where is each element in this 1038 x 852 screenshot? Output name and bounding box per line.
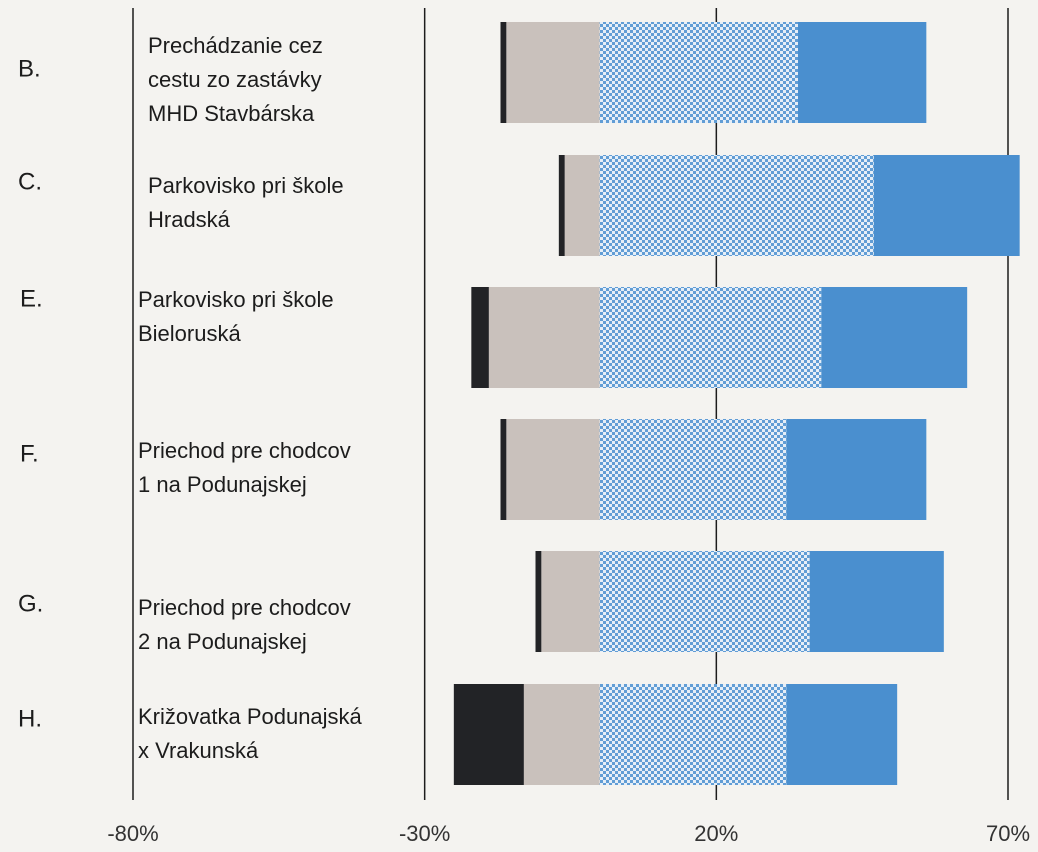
bar-segment xyxy=(564,155,600,256)
bar-segment xyxy=(500,419,507,520)
bar-segment xyxy=(558,155,565,256)
bar-segment xyxy=(809,551,944,652)
category-label: Priechod pre chodcov xyxy=(138,438,351,463)
x-tick-label: 70% xyxy=(986,821,1030,846)
category-label: Parkovisko pri škole xyxy=(148,173,344,198)
bar-segment xyxy=(599,551,810,652)
bar-segment xyxy=(453,684,524,785)
category-label: Priechod pre chodcov xyxy=(138,595,351,620)
bar-segment xyxy=(599,287,822,388)
category-label: Križovatka Podunajská xyxy=(138,704,363,729)
x-tick-label: -80% xyxy=(107,821,158,846)
bar-segment xyxy=(506,22,600,123)
bar-segment xyxy=(798,22,927,123)
category-letter: F. xyxy=(20,440,39,467)
bar-segment xyxy=(873,155,1020,256)
category-label: Prechádzanie cez xyxy=(148,33,323,58)
bar-segment xyxy=(786,684,898,785)
category-label: MHD Stavbárska xyxy=(148,101,315,126)
bar-segment xyxy=(821,287,968,388)
category-label: Bieloruská xyxy=(138,321,241,346)
category-letter: H. xyxy=(18,705,42,732)
bar-segment xyxy=(599,22,798,123)
x-tick-label: -30% xyxy=(399,821,450,846)
category-label: cestu zo zastávky xyxy=(148,67,322,92)
category-label: Parkovisko pri škole xyxy=(138,287,334,312)
category-label: Hradská xyxy=(148,207,231,232)
bar-segment xyxy=(535,551,542,652)
category-label: x Vrakunská xyxy=(138,738,259,763)
bar-segment xyxy=(599,684,787,785)
category-label: 2 na Podunajskej xyxy=(138,629,307,654)
bar-segment xyxy=(786,419,927,520)
category-letter: C. xyxy=(18,168,42,195)
bar-segment xyxy=(599,419,787,520)
bar-segment xyxy=(506,419,600,520)
category-letter: E. xyxy=(20,285,43,312)
bar-segment xyxy=(541,551,600,652)
bar-segment xyxy=(523,684,600,785)
category-letter: B. xyxy=(18,55,41,82)
category-label: 1 na Podunajskej xyxy=(138,472,307,497)
bar-segment xyxy=(488,287,600,388)
x-tick-label: 20% xyxy=(694,821,738,846)
bar-segment xyxy=(599,155,874,256)
category-letter: G. xyxy=(18,590,43,617)
bar-segment xyxy=(500,22,507,123)
bar-segment xyxy=(471,287,489,388)
